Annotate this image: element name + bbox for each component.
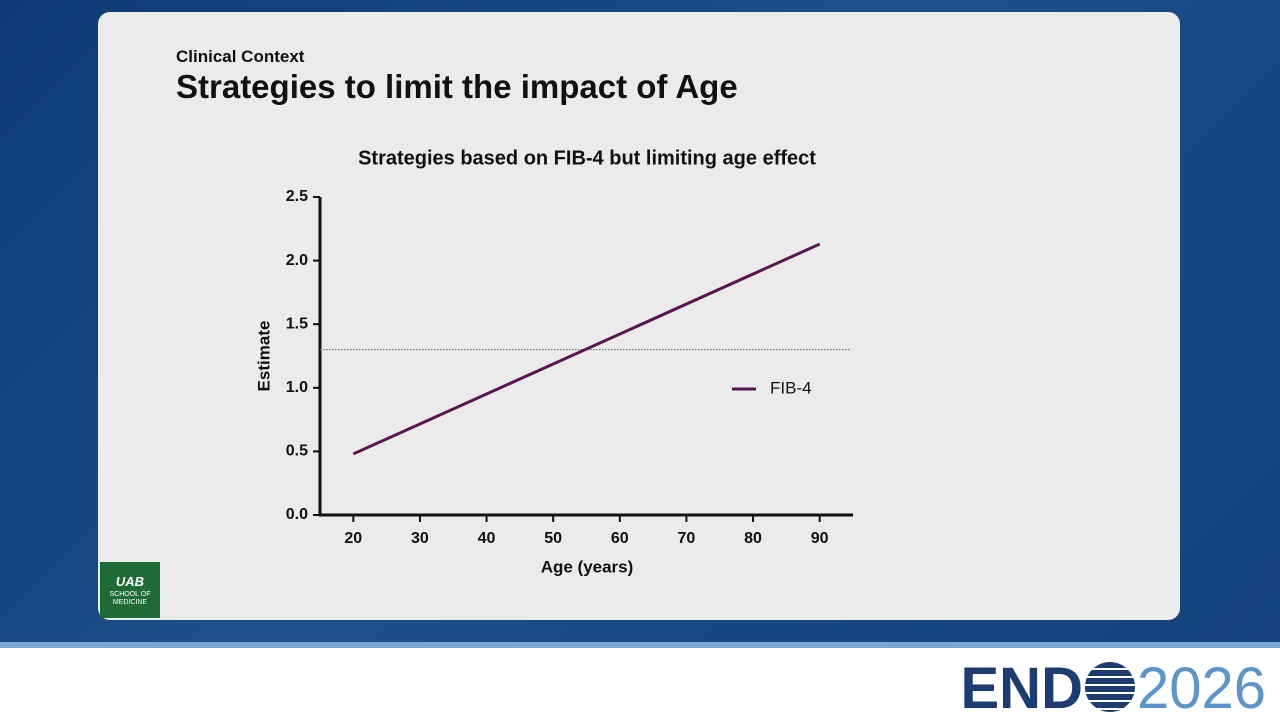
- kicker: Clinical Context: [176, 47, 305, 66]
- brand: END 2026: [961, 658, 1267, 720]
- footer: END 2026: [0, 642, 1280, 720]
- brand-year: 2026: [1136, 656, 1266, 720]
- logo-subtitle: SCHOOL OF MEDICINE: [109, 591, 151, 606]
- y-tick-label: 0.5: [286, 443, 308, 460]
- brand-name: END: [960, 656, 1083, 720]
- line-series: [352, 242, 821, 456]
- logo-name: UAB: [115, 574, 145, 589]
- y-tick-label: 1.5: [286, 315, 308, 332]
- y-tick-label: 1.0: [286, 379, 308, 396]
- y-tick-label: 2.5: [286, 188, 308, 205]
- content-card: [98, 12, 1180, 620]
- x-tick-label: 70: [678, 530, 696, 547]
- globe-icon: [1084, 662, 1135, 712]
- y-axis-title: Estimate: [254, 321, 273, 392]
- x-tick-label: 40: [478, 530, 496, 547]
- x-tick-label: 60: [611, 530, 629, 547]
- x-tick-label: 80: [744, 530, 762, 547]
- y-tick-label: 2.0: [286, 252, 308, 269]
- chart-title: Strategies based on FIB-4 but limiting a…: [358, 147, 816, 169]
- slide-title: Strategies to limit the impact of Age: [176, 68, 738, 105]
- x-tick-label: 90: [811, 530, 829, 547]
- logo: UAB SCHOOL OF MEDICINE: [100, 562, 160, 618]
- x-axis-title: Age (years): [541, 557, 634, 576]
- y-tick-label: 0.0: [286, 506, 308, 523]
- legend-label: FIB-4: [770, 378, 812, 397]
- x-tick-label: 20: [344, 530, 362, 547]
- x-tick-label: 30: [411, 530, 429, 547]
- x-tick-label: 50: [544, 530, 562, 547]
